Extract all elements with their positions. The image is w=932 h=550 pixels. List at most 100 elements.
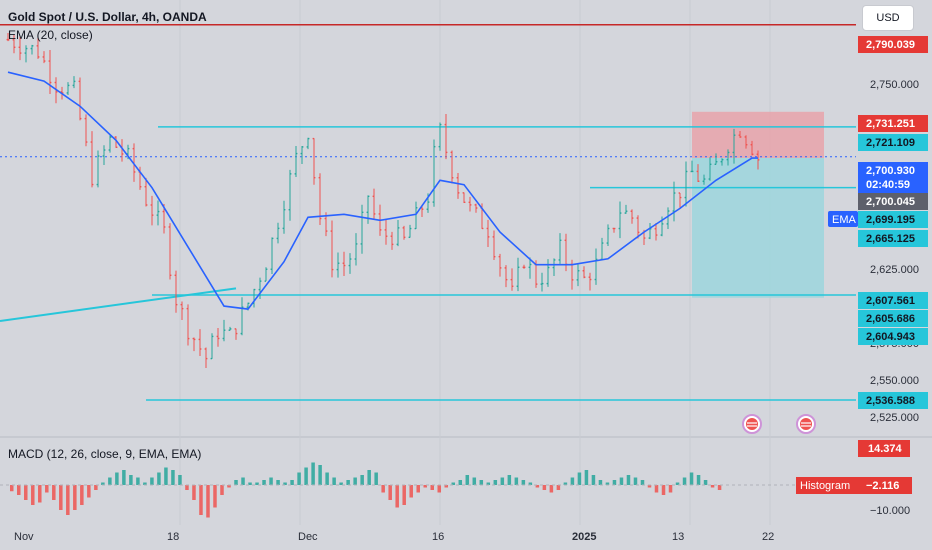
price-axis-tick: 2,550.000 [870, 375, 919, 387]
macd-histogram-bar [171, 470, 175, 485]
macd-histogram-bar [542, 485, 547, 490]
macd-histogram-bar [360, 475, 364, 485]
macd-histogram-bar [682, 477, 687, 485]
symbol-title: Gold Spot / U.S. Dollar, 4h, OANDA [8, 10, 207, 24]
macd-histogram-bar [374, 472, 378, 485]
macd-histogram-bar [122, 470, 126, 485]
macd-histogram-bar [304, 467, 308, 485]
price-label-badge [858, 134, 928, 151]
macd-histogram-bar [423, 485, 427, 488]
macd-histogram-bar [213, 485, 217, 508]
stop-loss-zone [692, 111, 824, 159]
price-label-badge [858, 392, 928, 409]
take-profit-zone [692, 158, 824, 298]
macd-histogram-bar [521, 480, 526, 485]
macd-histogram-bar [290, 480, 294, 485]
macd-indicator-title[interactable]: MACD (12, 26, close, 9, EMA, EMA) [8, 447, 202, 461]
price-label-badge [858, 328, 928, 345]
macd-histogram-bar [710, 485, 715, 488]
macd-histogram-bar [556, 485, 561, 490]
macd-histogram-bar [248, 482, 252, 485]
macd-histogram-bar [381, 485, 385, 493]
macd-histogram-bar [675, 482, 680, 485]
macd-histogram-bar [206, 485, 210, 518]
macd-histogram-bar [689, 472, 694, 485]
price-label: 2,700.930 [866, 165, 915, 177]
macd-histogram-bar [409, 485, 413, 498]
macd-histogram-bar [640, 480, 645, 485]
price-label: 2,604.943 [866, 331, 915, 343]
time-axis-tick: 2025 [572, 531, 596, 543]
price-label: 2,665.125 [866, 233, 915, 245]
macd-histogram-bar [318, 465, 322, 485]
macd-histogram-bar [101, 482, 105, 485]
currency-button[interactable]: USD [862, 5, 914, 31]
price-label-badge [858, 310, 928, 327]
time-axis-tick: 18 [167, 531, 179, 543]
price-label-badge [858, 292, 928, 309]
macd-histogram-bar [136, 477, 140, 485]
macd-histogram-bar [647, 485, 652, 488]
price-label-badge [858, 193, 928, 210]
macd-histogram-bar [577, 472, 582, 485]
macd-histogram-bar [66, 485, 70, 515]
time-axis-tick: Nov [14, 531, 34, 543]
macd-histogram-bar [661, 485, 666, 495]
time-axis-tick: 22 [762, 531, 774, 543]
price-axis-tick: 2,625.000 [870, 264, 919, 276]
price-label: 2,536.588 [866, 395, 915, 407]
macd-histogram-bar [703, 480, 708, 485]
macd-histogram-bar [157, 472, 161, 485]
macd-histogram-bar [276, 480, 280, 485]
macd-histogram-bar [31, 485, 35, 505]
macd-histogram-bar [598, 480, 603, 485]
price-label-badge [858, 115, 928, 132]
price-label-badge [858, 230, 928, 247]
macd-histogram-bar [87, 485, 91, 498]
histogram-tag-badge [796, 477, 860, 494]
macd-histogram-bar [115, 472, 119, 485]
macd-histogram-bar [24, 485, 28, 500]
macd-histogram-bar [220, 485, 224, 495]
price-label-badge [858, 36, 928, 53]
macd-histogram-bar [80, 485, 84, 505]
macd-histogram-bar [199, 485, 203, 515]
macd-histogram-bar [388, 485, 392, 500]
macd-histogram-bar [283, 482, 287, 485]
time-axis-tick: Dec [298, 531, 318, 543]
macd-histogram-bar [367, 470, 371, 485]
macd-histogram-bar [591, 475, 596, 485]
macd-histogram-bar [185, 485, 189, 490]
price-label: 2,700.045 [866, 196, 915, 208]
price-label: 2,721.109 [866, 137, 915, 149]
histogram-value-badge [860, 477, 912, 494]
macd-histogram-bar [269, 477, 273, 485]
time-axis-tick: 16 [432, 531, 444, 543]
macd-histogram-bar [129, 475, 133, 485]
price-label-badge [858, 176, 928, 193]
macd-histogram-bar [563, 482, 568, 485]
macd-histogram-bar [325, 472, 329, 485]
macd-histogram-bar [227, 485, 231, 488]
macd-histogram-bar [94, 485, 98, 490]
macd-histogram-bar [17, 485, 21, 495]
histogram-tag-label: Histogram [800, 480, 850, 492]
macd-histogram-bar [164, 467, 168, 485]
macd-histogram-bar [297, 472, 301, 485]
ema-tag-badge [828, 211, 858, 227]
macd-histogram-bar [38, 485, 42, 503]
macd-histogram-bar [353, 477, 357, 485]
macd-histogram-bar [10, 485, 14, 492]
macd-histogram-bar [332, 477, 336, 485]
macd-histogram-bar [430, 485, 434, 490]
price-label-badge [858, 211, 928, 228]
us-flag-icon [746, 418, 758, 430]
macd-histogram-bar [535, 485, 540, 488]
macd-histogram-bar [612, 480, 617, 485]
ema-indicator-title[interactable]: EMA (20, close) [8, 28, 93, 42]
macd-histogram-bar [465, 475, 470, 485]
price-label-badge [858, 162, 928, 179]
macd-histogram-bar [486, 482, 491, 485]
macd-histogram-bar [654, 485, 659, 493]
